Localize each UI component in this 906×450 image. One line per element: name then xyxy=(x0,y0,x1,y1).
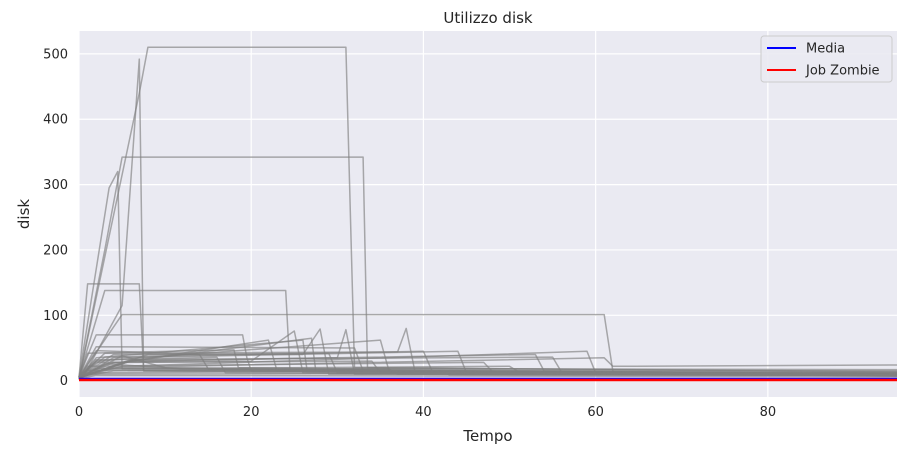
x-tick-label: 0 xyxy=(75,405,83,420)
y-tick-labels: 0 100 200 300 400 500 xyxy=(43,47,68,389)
chart-title: Utilizzo disk xyxy=(443,9,533,27)
x-axis-title: Tempo xyxy=(462,427,512,445)
y-tick-label: 100 xyxy=(43,309,68,324)
x-tick-label: 60 xyxy=(587,405,604,420)
y-tick-label: 300 xyxy=(43,178,68,193)
job-series-line xyxy=(78,369,898,380)
job-series-line xyxy=(78,339,898,379)
legend-label-media: Media xyxy=(806,42,845,57)
x-tick-label: 20 xyxy=(243,405,260,420)
job-series-line xyxy=(78,374,898,380)
y-tick-label: 200 xyxy=(43,243,68,258)
y-tick-label: 400 xyxy=(43,113,68,128)
y-tick-label: 0 xyxy=(60,374,68,389)
x-tick-label: 80 xyxy=(760,405,777,420)
x-tick-label: 40 xyxy=(415,405,432,420)
legend-label-job-zombie: Job Zombie xyxy=(805,64,880,79)
series-lines xyxy=(78,46,898,382)
plot-area xyxy=(79,31,897,397)
y-axis-title: disk xyxy=(15,199,33,230)
x-tick-labels: 0 20 40 60 80 xyxy=(75,405,776,420)
legend: Media Job Zombie xyxy=(760,35,893,83)
y-tick-label: 500 xyxy=(43,47,68,62)
